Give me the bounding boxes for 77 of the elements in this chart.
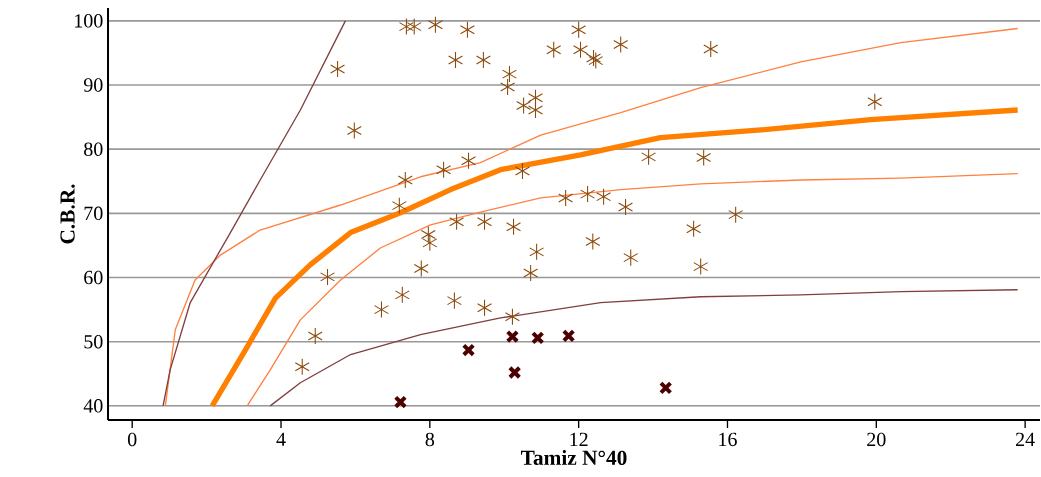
point xyxy=(618,198,634,216)
point xyxy=(294,358,310,376)
point xyxy=(558,189,574,207)
point xyxy=(320,268,335,286)
point xyxy=(571,21,587,39)
point xyxy=(623,249,639,267)
line-series xyxy=(162,20,347,407)
point xyxy=(500,78,516,96)
line-series xyxy=(269,289,1019,407)
point xyxy=(394,286,410,304)
point xyxy=(867,93,883,111)
point xyxy=(374,301,389,319)
point xyxy=(330,60,346,78)
point xyxy=(596,188,612,206)
point xyxy=(427,16,443,34)
point xyxy=(406,18,422,36)
point xyxy=(515,162,530,180)
point xyxy=(693,258,709,276)
x-tick-label: 20 xyxy=(867,432,886,447)
point xyxy=(546,41,562,59)
point xyxy=(507,365,522,380)
point xyxy=(728,206,744,224)
x-tick-label: 24 xyxy=(1016,432,1035,446)
y-tick-label: 50 xyxy=(84,334,103,349)
line-series xyxy=(246,172,1019,407)
point xyxy=(531,331,545,345)
y-axis-title: C.B.R. xyxy=(60,184,75,244)
point xyxy=(477,213,492,231)
point xyxy=(346,122,362,140)
point xyxy=(307,327,323,345)
point xyxy=(436,161,452,179)
point xyxy=(477,299,492,317)
point xyxy=(529,243,545,261)
point xyxy=(580,185,596,203)
point xyxy=(641,148,657,166)
point xyxy=(449,213,465,231)
point xyxy=(501,65,517,83)
point xyxy=(397,171,413,189)
y-tick-label: 60 xyxy=(84,270,103,285)
point xyxy=(505,329,520,344)
x-tick-label: 16 xyxy=(719,432,737,447)
x-tick-label: 12 xyxy=(570,432,588,446)
point xyxy=(398,18,414,36)
point xyxy=(573,41,588,59)
point xyxy=(528,101,543,119)
point xyxy=(461,152,476,170)
point xyxy=(504,308,520,326)
point xyxy=(446,292,462,310)
point xyxy=(391,197,407,215)
point xyxy=(448,51,463,69)
point xyxy=(696,148,712,167)
point xyxy=(475,51,491,69)
y-tick-label: 100 xyxy=(75,14,103,28)
point xyxy=(393,395,408,409)
point xyxy=(506,218,522,236)
point xyxy=(659,381,673,395)
y-tick-label: 80 xyxy=(84,142,103,156)
y-tick-label: 40 xyxy=(83,399,103,413)
point xyxy=(686,220,702,238)
x-tick-label: 8 xyxy=(425,432,435,447)
y-tick-label: 70 xyxy=(84,206,103,221)
point xyxy=(585,233,601,251)
point xyxy=(461,343,476,357)
point xyxy=(459,21,475,39)
point xyxy=(523,264,539,282)
x-tick-label: 0 xyxy=(127,432,137,447)
point xyxy=(516,96,532,115)
x-tick-label: 4 xyxy=(276,432,286,446)
line-series xyxy=(164,27,1019,407)
point xyxy=(420,225,436,244)
point xyxy=(413,260,429,278)
point xyxy=(703,40,719,58)
y-tick-label: 90 xyxy=(83,78,103,92)
point xyxy=(422,234,438,252)
point xyxy=(613,36,629,54)
point xyxy=(561,329,576,343)
x-axis-title: Tamiz N°40 xyxy=(520,450,627,466)
